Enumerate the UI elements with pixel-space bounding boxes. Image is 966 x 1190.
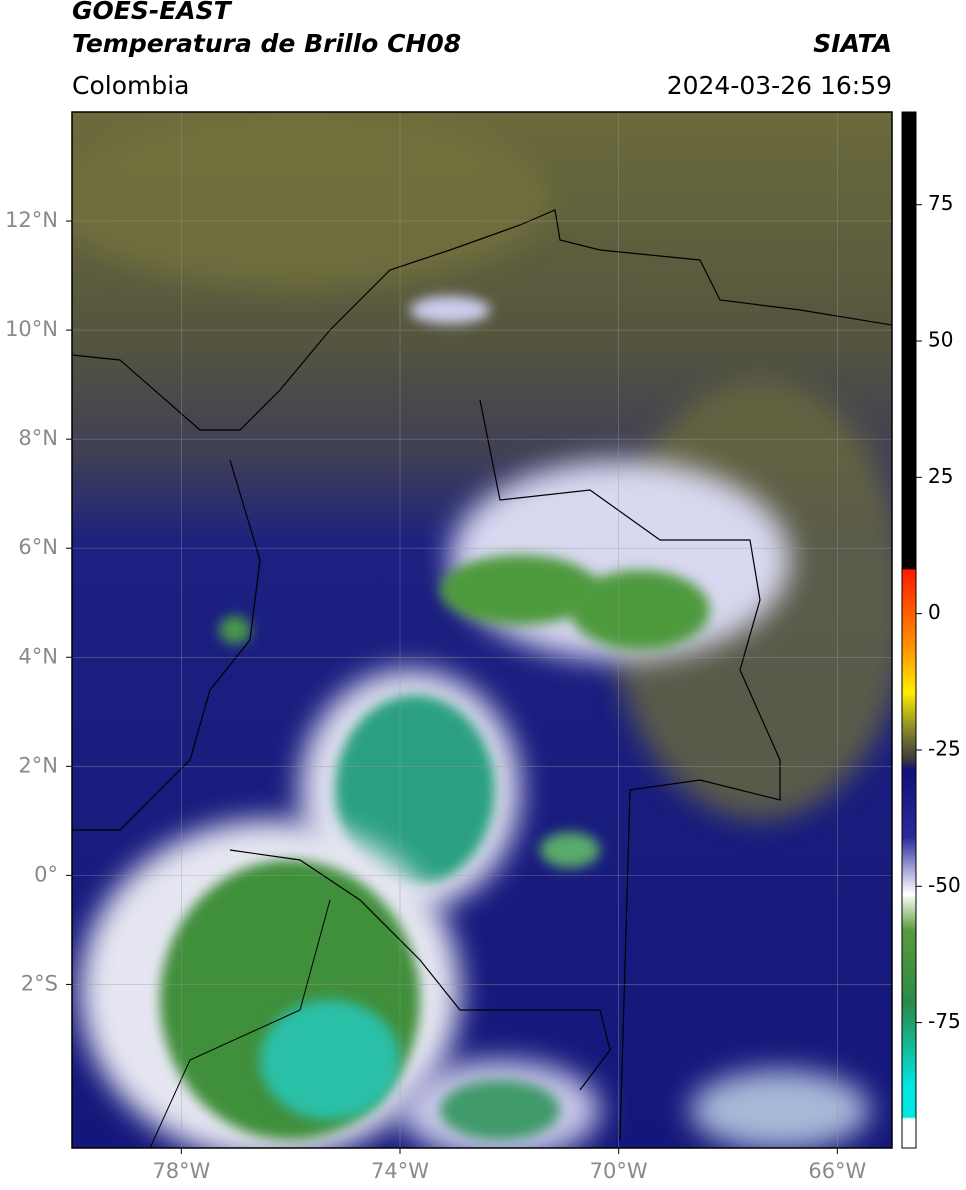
y-tick-label: 2°N — [18, 753, 58, 777]
colorbar-tick-label: 75 — [928, 191, 953, 215]
satellite-title: GOES-EAST — [72, 0, 233, 25]
y-tick-label: 6°N — [18, 535, 58, 559]
colorbar-tick-label: -25 — [928, 736, 961, 760]
colorbar-tick-label: 0 — [928, 600, 941, 624]
y-tick-label: 12°N — [5, 208, 58, 232]
datetime: 2024-03-26 16:59 — [667, 71, 892, 100]
x-tick-label: 70°W — [590, 1159, 648, 1183]
agency: SIATA — [813, 29, 892, 58]
colorbar-tick-label: -50 — [928, 873, 961, 897]
y-tick-label: 4°N — [18, 644, 58, 668]
satellite-image — [72, 112, 892, 1148]
x-tick-label: 66°W — [808, 1159, 866, 1183]
x-tick-label: 78°W — [152, 1159, 210, 1183]
y-tick-label: 10°N — [5, 317, 58, 341]
product-title: Temperatura de Brillo CH08 — [72, 29, 461, 58]
region: Colombia — [72, 71, 189, 100]
x-tick-label: 74°W — [371, 1159, 429, 1183]
map-frame — [71, 111, 893, 1149]
colorbar — [901, 111, 917, 1149]
y-tick-label: 0° — [34, 862, 58, 886]
colorbar-tick-label: 50 — [928, 328, 953, 352]
y-tick-label: 8°N — [18, 426, 58, 450]
colorbar-tick-label: -75 — [928, 1009, 961, 1033]
colorbar-tick-label: 25 — [928, 464, 953, 488]
y-tick-label: 2°S — [21, 971, 58, 995]
